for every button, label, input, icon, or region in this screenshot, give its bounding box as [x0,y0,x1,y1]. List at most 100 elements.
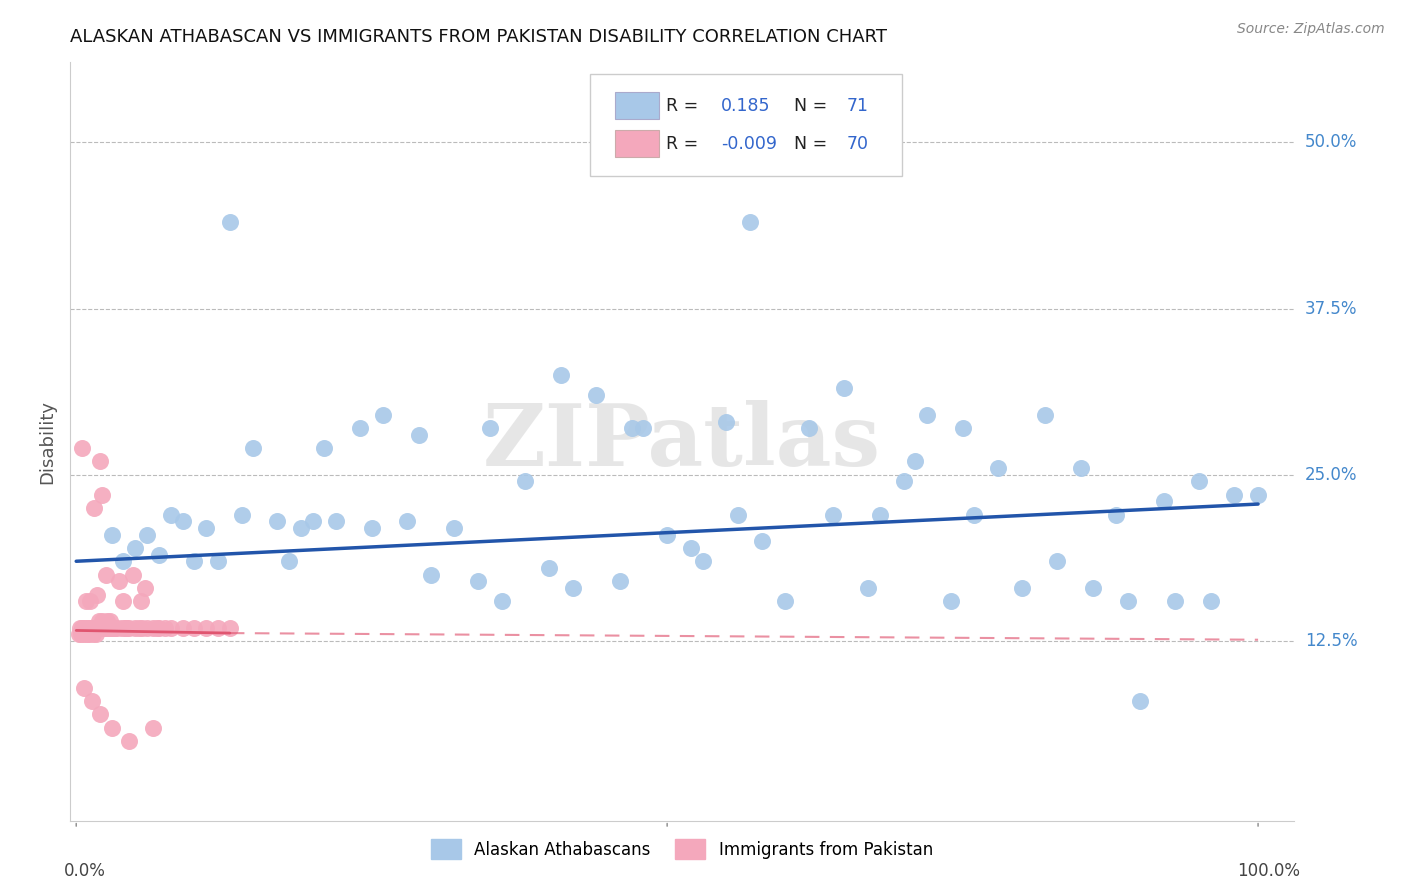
Immigrants from Pakistan [83,501,105,516]
Alaskan Athabascans [419,567,441,582]
Immigrants from Pakistan [73,627,96,641]
Text: -0.009: -0.009 [721,135,778,153]
Immigrants from Pakistan [142,721,165,735]
Text: 70: 70 [846,135,869,153]
Alaskan Athabascans [904,454,927,468]
Alaskan Athabascans [679,541,702,555]
Immigrants from Pakistan [207,621,229,635]
Alaskan Athabascans [775,594,797,608]
Alaskan Athabascans [443,521,465,535]
Alaskan Athabascans [620,421,643,435]
Alaskan Athabascans [727,508,749,522]
Alaskan Athabascans [963,508,986,522]
Immigrants from Pakistan [128,621,150,635]
Text: 12.5%: 12.5% [1305,632,1357,650]
Alaskan Athabascans [100,527,122,541]
Text: 37.5%: 37.5% [1305,300,1357,318]
Alaskan Athabascans [716,415,738,429]
Immigrants from Pakistan [77,621,100,635]
Alaskan Athabascans [325,514,347,528]
Immigrants from Pakistan [70,621,93,635]
Alaskan Athabascans [751,534,773,549]
Alaskan Athabascans [915,408,938,422]
Text: 25.0%: 25.0% [1305,466,1357,483]
Text: 50.0%: 50.0% [1305,133,1357,152]
Alaskan Athabascans [609,574,631,589]
Alaskan Athabascans [1105,508,1128,522]
Immigrants from Pakistan [134,581,156,595]
Immigrants from Pakistan [84,621,107,635]
Immigrants from Pakistan [100,614,122,628]
Immigrants from Pakistan [148,621,170,635]
Alaskan Athabascans [550,368,572,382]
Immigrants from Pakistan [122,567,145,582]
Alaskan Athabascans [1081,581,1104,595]
FancyBboxPatch shape [614,130,658,157]
Immigrants from Pakistan [118,734,141,748]
Immigrants from Pakistan [89,454,111,468]
Immigrants from Pakistan [195,621,218,635]
Text: 0.0%: 0.0% [65,863,105,880]
Alaskan Athabascans [242,441,264,455]
Immigrants from Pakistan [118,621,141,635]
Alaskan Athabascans [1223,488,1246,502]
Immigrants from Pakistan [94,567,117,582]
Alaskan Athabascans [491,594,513,608]
Immigrants from Pakistan [218,621,240,635]
Alaskan Athabascans [1046,554,1069,568]
Alaskan Athabascans [159,508,181,522]
Immigrants from Pakistan [172,621,194,635]
Text: ALASKAN ATHABASCAN VS IMMIGRANTS FROM PAKISTAN DISABILITY CORRELATION CHART: ALASKAN ATHABASCAN VS IMMIGRANTS FROM PA… [70,28,887,45]
Alaskan Athabascans [1129,694,1152,708]
Immigrants from Pakistan [70,627,93,641]
Immigrants from Pakistan [86,621,108,635]
Alaskan Athabascans [207,554,229,568]
Immigrants from Pakistan [93,621,115,635]
Immigrants from Pakistan [67,627,90,641]
Immigrants from Pakistan [103,621,125,635]
Immigrants from Pakistan [107,574,129,589]
Immigrants from Pakistan [103,621,125,635]
Immigrants from Pakistan [83,621,105,635]
Alaskan Athabascans [301,514,323,528]
Immigrants from Pakistan [86,587,108,601]
Alaskan Athabascans [1188,475,1211,489]
Text: Source: ZipAtlas.com: Source: ZipAtlas.com [1237,22,1385,37]
Immigrants from Pakistan [76,627,98,641]
Immigrants from Pakistan [75,594,97,608]
Immigrants from Pakistan [79,621,101,635]
Immigrants from Pakistan [73,681,96,695]
Alaskan Athabascans [1247,488,1270,502]
FancyBboxPatch shape [614,92,658,120]
Immigrants from Pakistan [87,614,110,628]
Alaskan Athabascans [373,408,395,422]
Immigrants from Pakistan [93,621,115,635]
Alaskan Athabascans [987,461,1010,475]
Text: N =: N = [794,96,834,115]
Immigrants from Pakistan [79,594,101,608]
Immigrants from Pakistan [142,621,165,635]
Y-axis label: Disability: Disability [38,400,56,483]
Alaskan Athabascans [633,421,655,435]
Alaskan Athabascans [692,554,714,568]
Alaskan Athabascans [314,441,336,455]
Alaskan Athabascans [360,521,382,535]
Alaskan Athabascans [515,475,537,489]
Alaskan Athabascans [821,508,844,522]
Alaskan Athabascans [231,508,253,522]
Alaskan Athabascans [1153,494,1175,508]
Alaskan Athabascans [278,554,301,568]
Immigrants from Pakistan [129,594,152,608]
Alaskan Athabascans [869,508,891,522]
Immigrants from Pakistan [90,621,112,635]
Alaskan Athabascans [183,554,205,568]
Alaskan Athabascans [1199,594,1222,608]
Immigrants from Pakistan [105,621,128,635]
Immigrants from Pakistan [89,707,111,722]
Immigrants from Pakistan [110,621,132,635]
Immigrants from Pakistan [91,488,114,502]
Text: N =: N = [794,135,834,153]
Text: R =: R = [666,96,704,115]
Alaskan Athabascans [537,561,560,575]
Immigrants from Pakistan [77,627,100,641]
